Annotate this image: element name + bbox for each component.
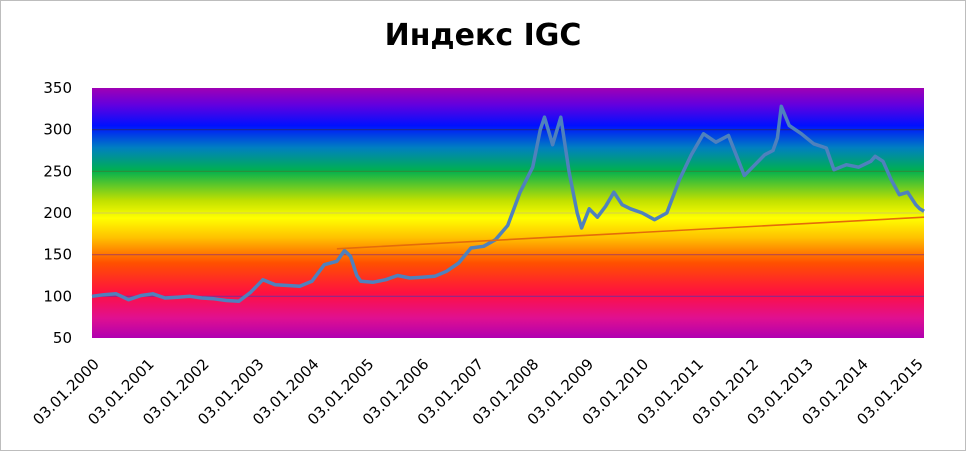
igc-index-line [91, 104, 925, 304]
y-tick-label: 200 [43, 204, 72, 222]
gridlines [92, 129, 924, 297]
y-tick-label: 50 [53, 329, 72, 347]
y-tick-label: 100 [43, 287, 72, 305]
x-axis-ticks: 03.01.200003.01.200103.01.200203.01.2003… [29, 355, 926, 428]
y-tick-label: 350 [43, 79, 72, 97]
y-tick-label: 150 [43, 246, 72, 264]
series-lines [91, 104, 925, 304]
y-tick-label: 300 [43, 121, 72, 139]
trend-line [336, 216, 925, 250]
chart-title: Индекс IGC [384, 18, 582, 53]
y-tick-label: 250 [43, 162, 72, 180]
y-axis-ticks: 50 100 150 200 250 300 350 [43, 79, 72, 347]
